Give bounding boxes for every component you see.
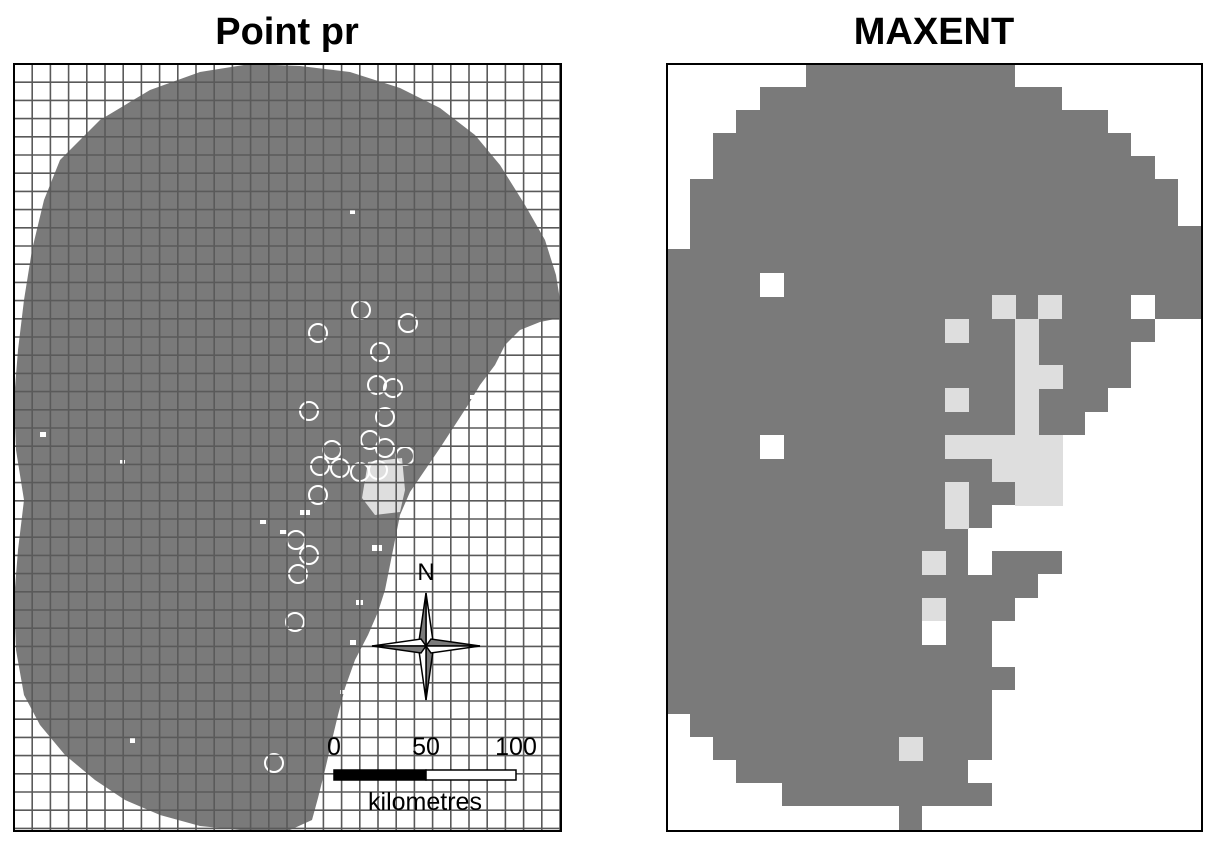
- grid-lines-left: [14, 64, 561, 831]
- scale-tick-0: 0: [327, 733, 341, 761]
- scale-bar: 0 50 100 kilometres: [327, 733, 537, 816]
- left-map: N 0 50 100 kilometres: [13, 63, 562, 832]
- scale-unit: kilometres: [368, 788, 482, 816]
- scale-tick-100: 100: [495, 733, 537, 761]
- left-panel-title: Point pr: [215, 11, 359, 53]
- right-panel-title: MAXENT: [853, 11, 1015, 53]
- right-map: [666, 63, 1203, 832]
- north-arrow: N: [371, 559, 481, 701]
- empty-cells-right: [760, 273, 1155, 645]
- map-frame-right: [666, 63, 1203, 832]
- land-mass-right: [667, 64, 1202, 831]
- highlight-cells-right: [899, 295, 1063, 761]
- scale-tick-50: 50: [412, 733, 440, 761]
- north-arrow-label: N: [417, 559, 434, 586]
- map-frame-left: [13, 63, 562, 832]
